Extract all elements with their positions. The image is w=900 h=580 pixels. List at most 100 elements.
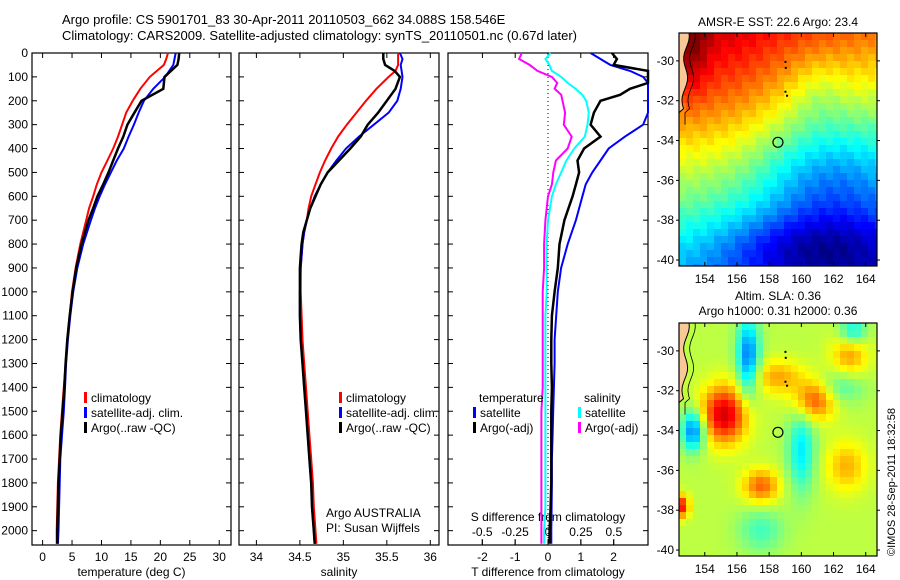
heatmap-cell [679, 229, 686, 236]
heatmap-cell [686, 456, 693, 463]
heatmap-cell [868, 400, 875, 407]
heatmap-cell [798, 351, 805, 358]
heatmap-cell [728, 173, 735, 180]
heatmap-cell [714, 351, 721, 358]
heatmap-cell [679, 236, 686, 243]
heatmap-cell [770, 187, 777, 194]
heatmap-cell [700, 428, 707, 435]
heatmap-cell [756, 250, 763, 257]
heatmap-cell [868, 257, 875, 264]
heatmap-cell [805, 33, 812, 40]
heatmap-cell [735, 344, 742, 351]
heatmap-cell [707, 187, 714, 194]
lon-tick-label: 164 [856, 272, 876, 286]
heatmap-cell [679, 201, 686, 208]
heatmap-cell [756, 89, 763, 96]
heatmap-cell [868, 250, 875, 257]
heatmap-cell [840, 533, 847, 540]
heatmap-cell [847, 124, 854, 131]
heatmap-cell [847, 201, 854, 208]
heatmap-cell [728, 365, 735, 372]
heatmap-cell [749, 82, 756, 89]
heatmap-cell [826, 393, 833, 400]
heatmap-cell [770, 75, 777, 82]
heatmap-cell [777, 554, 784, 556]
heatmap-cell [875, 519, 877, 526]
heatmap-cell [812, 131, 819, 138]
heatmap-cell [840, 264, 847, 266]
heatmap-cell [749, 330, 756, 337]
heatmap-cell [693, 89, 700, 96]
heatmap-cell [735, 180, 742, 187]
heatmap-cell [826, 47, 833, 54]
heatmap-cell [833, 358, 840, 365]
heatmap-cell [742, 152, 749, 159]
heatmap-cell [777, 330, 784, 337]
heatmap-cell [840, 173, 847, 180]
heatmap-cell [756, 498, 763, 505]
heatmap-cell [798, 257, 805, 264]
heatmap-cell [742, 236, 749, 243]
heatmap-cell [714, 428, 721, 435]
heatmap-cell [861, 498, 868, 505]
heatmap-cell [742, 131, 749, 138]
heatmap-cell [679, 428, 686, 435]
heatmap-cell [791, 187, 798, 194]
heatmap-cell [770, 323, 777, 330]
heatmap-cell [721, 257, 728, 264]
heatmap-cell [714, 491, 721, 498]
heatmap-cell [854, 428, 861, 435]
heatmap-cell [826, 351, 833, 358]
heatmap-cell [735, 33, 742, 40]
heatmap-cell [791, 323, 798, 330]
heatmap-cell [728, 330, 735, 337]
heatmap-cell [791, 491, 798, 498]
heatmap-cell [805, 456, 812, 463]
heatmap-cell [707, 512, 714, 519]
heatmap-cell [826, 372, 833, 379]
heatmap-cell [826, 540, 833, 547]
heatmap-cell [840, 201, 847, 208]
heatmap-cell [714, 208, 721, 215]
heatmap-cell [700, 103, 707, 110]
heatmap-cell [686, 533, 693, 540]
climatology-title: Climatology: CARS2009. Satellite-adjuste… [62, 28, 577, 43]
series-line-temperature-argo-adj- [548, 52, 650, 544]
heatmap-cell [854, 344, 861, 351]
heatmap-cell [791, 547, 798, 554]
x-tick-label: 2 [610, 550, 617, 564]
heatmap-cell [735, 131, 742, 138]
heatmap-cell [763, 96, 770, 103]
lon-tick-label: 156 [727, 562, 747, 576]
heatmap-cell [777, 257, 784, 264]
heatmap-cell [861, 96, 868, 103]
heatmap-cell [735, 75, 742, 82]
heatmap-cell [679, 131, 686, 138]
heatmap-cell [763, 484, 770, 491]
heatmap-cell [777, 344, 784, 351]
heatmap-cell [749, 456, 756, 463]
heatmap-cell [819, 215, 826, 222]
heatmap-cell [742, 159, 749, 166]
lon-tick-label: 162 [824, 272, 844, 286]
heatmap-cell [840, 131, 847, 138]
heatmap-cell [728, 145, 735, 152]
heatmap-cell [749, 449, 756, 456]
heatmap-cell [763, 222, 770, 229]
heatmap-cell [805, 344, 812, 351]
heatmap-cell [749, 264, 756, 266]
heatmap-cell [770, 236, 777, 243]
heatmap-cell [812, 166, 819, 173]
heatmap-cell [798, 491, 805, 498]
heatmap-cell [854, 124, 861, 131]
heatmap-cell [840, 456, 847, 463]
heatmap-cell [854, 250, 861, 257]
heatmap-cell [679, 477, 686, 484]
heatmap-cell [833, 243, 840, 250]
heatmap-cell [777, 526, 784, 533]
heatmap-cell [854, 117, 861, 124]
heatmap-cell [777, 463, 784, 470]
heatmap-cell [875, 33, 877, 40]
island [784, 350, 787, 353]
